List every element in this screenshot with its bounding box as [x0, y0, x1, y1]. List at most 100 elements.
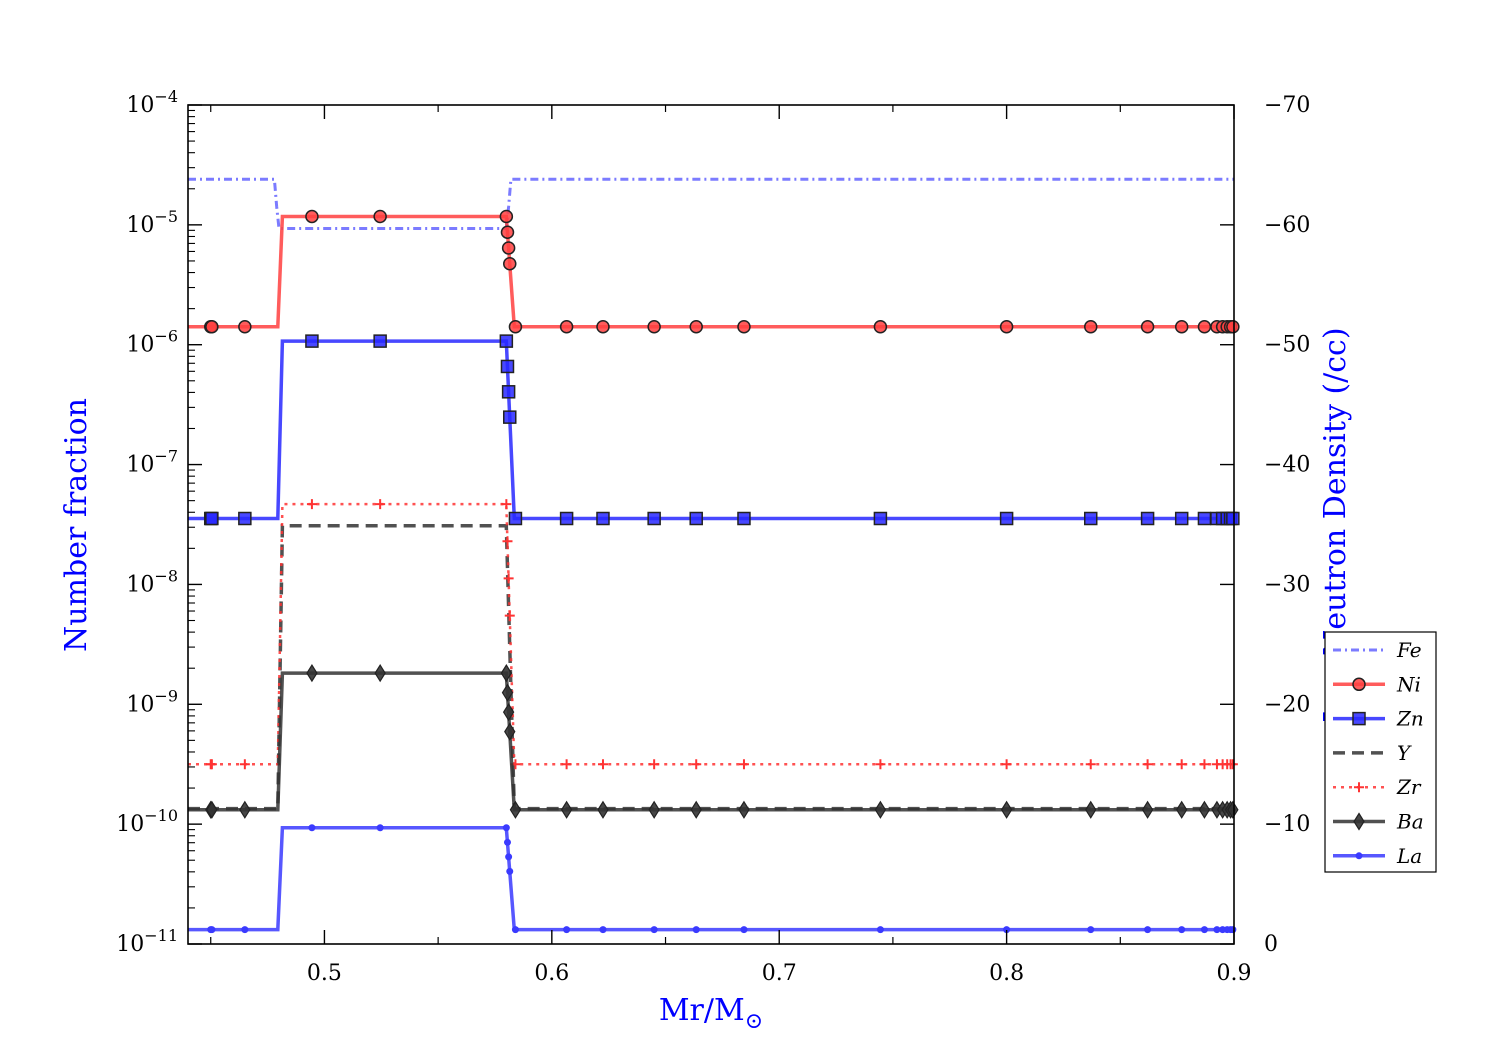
series-ni-marker [647, 319, 661, 334]
series-ni-marker [503, 256, 517, 271]
series-zr-marker [561, 759, 572, 770]
series-ba-marker [374, 663, 386, 683]
series-ba-marker [1141, 800, 1154, 819]
series-la-marker [599, 926, 607, 934]
y2-tick-label: −70 [1264, 93, 1310, 118]
series-zr-marker [504, 610, 515, 621]
series-la-marker [208, 926, 216, 934]
series-zn-marker [647, 511, 661, 526]
series-la-marker [308, 824, 316, 832]
series-zn-marker [508, 511, 523, 526]
series-zn-marker [1197, 511, 1212, 526]
x-tick-label: 0.6 [534, 961, 569, 986]
legend-ba-marker [1353, 812, 1365, 831]
legend: Fe Ni Zn Y Zr Ba La [1324, 631, 1437, 873]
series-la-marker [1178, 926, 1186, 934]
series-zr-marker [597, 759, 608, 770]
series-zn-marker [1226, 511, 1240, 526]
series-zn-marker [373, 334, 387, 348]
series-zr-marker [306, 499, 317, 510]
series-zn-marker [1174, 511, 1189, 526]
legend-item-zn: Zn [1333, 707, 1424, 731]
series-zn-marker [596, 511, 610, 526]
series-ni-marker [373, 209, 387, 224]
series-ba-marker [1000, 800, 1013, 819]
series-zr-marker [503, 573, 514, 584]
series-zr-marker [1176, 759, 1187, 770]
series-zn-marker [559, 511, 574, 526]
series-la-marker [1213, 926, 1221, 934]
y2-tick-label: −60 [1264, 213, 1310, 238]
series-zr-marker [1199, 759, 1210, 770]
series-zn-marker [689, 511, 703, 526]
legend-label: Ni [1396, 672, 1421, 696]
series-ba-marker [1175, 800, 1188, 819]
series-line-ba [188, 671, 1234, 812]
series-ni-marker [205, 319, 219, 334]
series-ba-marker [1227, 800, 1239, 819]
series-zr-marker [738, 759, 749, 770]
x-axis-label-subscript: ⊙ [745, 1009, 763, 1034]
series-la-marker [1200, 926, 1208, 934]
legend-item-ni: Ni [1333, 672, 1421, 696]
series-zr-marker [691, 759, 702, 770]
legend-item-ba: Ba [1333, 810, 1424, 834]
series-ba-marker [874, 800, 887, 819]
y-tick-label: 10−10 [116, 806, 178, 837]
series-la-marker [692, 926, 700, 934]
series-la-marker [376, 824, 384, 832]
series-zn-marker [501, 385, 516, 399]
series-zr-marker [375, 499, 386, 510]
series-ni-marker [508, 319, 523, 334]
series-zn-marker [503, 410, 517, 424]
series-ni-marker [559, 319, 574, 334]
series-la-marker [503, 838, 511, 846]
series-line-y [188, 523, 1234, 811]
series-ba-marker [690, 800, 702, 819]
series-la-marker [876, 926, 884, 934]
y-tick-label: 10−4 [126, 87, 178, 118]
series-la-marker [241, 926, 249, 934]
series-line-zn [188, 339, 1234, 521]
series-la-marker [1003, 926, 1011, 934]
series-ba-marker [504, 722, 516, 741]
x-tick-label: 0.7 [762, 961, 797, 986]
series-ba-marker [648, 800, 660, 819]
series-zr-marker [1001, 759, 1012, 770]
series-ba [188, 663, 1239, 819]
series-ba-marker [509, 800, 522, 819]
series-la-marker [563, 926, 571, 934]
series-ni-marker [1197, 319, 1212, 334]
y-tick-label: 10−6 [126, 327, 178, 358]
series-fe [188, 177, 1234, 230]
series-line-fe [188, 177, 1234, 230]
legend-label: Fe [1396, 638, 1422, 662]
series-ba-marker [502, 703, 515, 722]
series-ni-marker [501, 241, 516, 255]
plot-frame [187, 104, 1235, 945]
series-ba-marker [1085, 800, 1097, 819]
legend-label: La [1396, 844, 1422, 868]
legend-item-y: Y [1333, 741, 1412, 765]
series-ni-marker [499, 209, 514, 224]
series-ni-marker [689, 319, 703, 334]
series-line-la [188, 825, 1234, 932]
series-ni-marker [1083, 319, 1098, 334]
y2-tick-label: −20 [1264, 692, 1310, 717]
series-la-marker [502, 824, 510, 832]
series-ni-marker [1226, 319, 1240, 334]
legend-zr-marker [1354, 782, 1364, 793]
series-ni-marker [1140, 319, 1155, 334]
series-zn-marker [737, 511, 751, 526]
series-zr-marker [1227, 759, 1238, 770]
y-tick-label: 10−11 [116, 926, 178, 957]
legend-item-fe: Fe [1333, 638, 1422, 662]
series-y [188, 523, 1234, 811]
legend-label: Zr [1396, 775, 1422, 799]
series-zn-marker [500, 359, 515, 374]
series-ba-marker [306, 663, 318, 683]
series-ni-marker [500, 225, 515, 239]
legend-label: Y [1397, 741, 1412, 765]
series-ba-marker [500, 663, 513, 683]
